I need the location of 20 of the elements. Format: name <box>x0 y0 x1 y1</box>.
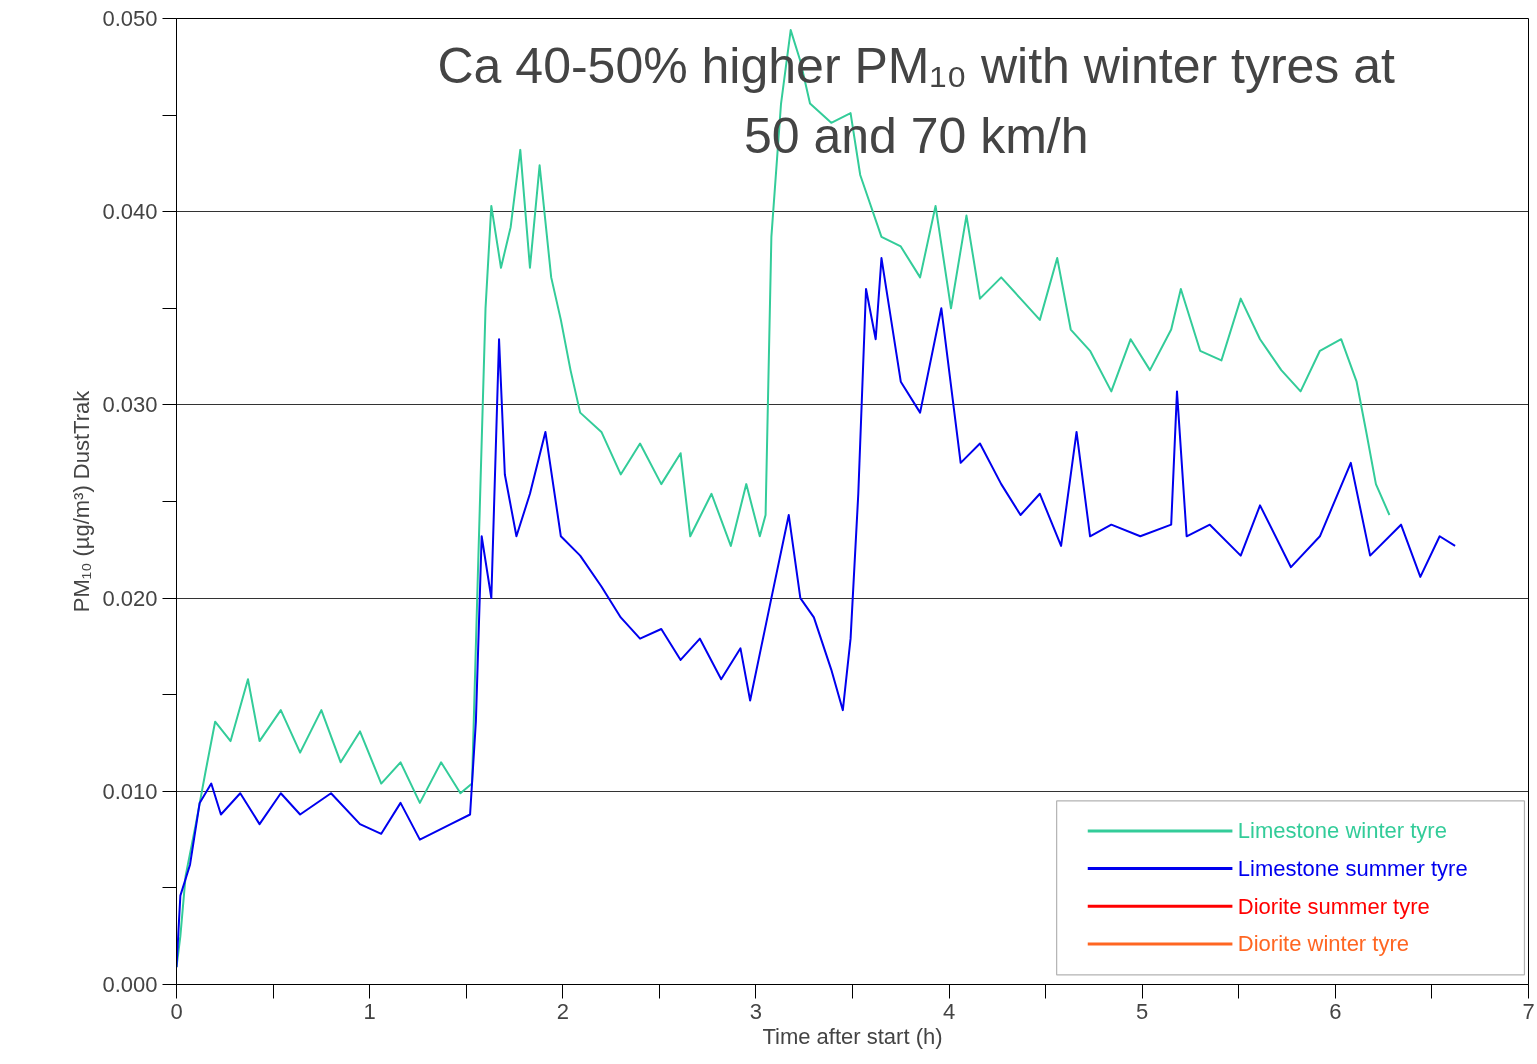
y-tick-label: 0.000 <box>102 972 158 997</box>
x-tick-label: 3 <box>749 998 763 1024</box>
x-axis-title: Time after start (h) <box>762 1023 943 1049</box>
x-tick-label: 2 <box>556 998 569 1024</box>
y-tick-label: 0.040 <box>102 199 158 225</box>
x-tick-label: 6 <box>1329 998 1342 1024</box>
y-tick-label: 0.050 <box>102 6 158 31</box>
text: Limestone winter tyre <box>1237 818 1447 844</box>
legend-label: Diorite winter tyre <box>1237 931 1409 957</box>
x-tick-label: 0 <box>170 998 183 1024</box>
x-tick-label: 4 <box>942 998 956 1024</box>
y-tick-label: 0.030 <box>102 392 158 418</box>
x-tick-label: 1 <box>363 998 376 1024</box>
x-tick-label: 5 <box>1136 998 1149 1024</box>
y-axis-title: PM₁₀ (µg/m³) DustTrak <box>69 389 95 613</box>
y-tick-label: 0.020 <box>102 585 158 611</box>
text: Limestone summer tyre <box>1237 856 1468 882</box>
y-tick-label: 0.010 <box>102 778 158 804</box>
x-tick-label: 7 <box>1522 998 1535 1024</box>
legend-label: Diorite summer tyre <box>1237 893 1430 919</box>
